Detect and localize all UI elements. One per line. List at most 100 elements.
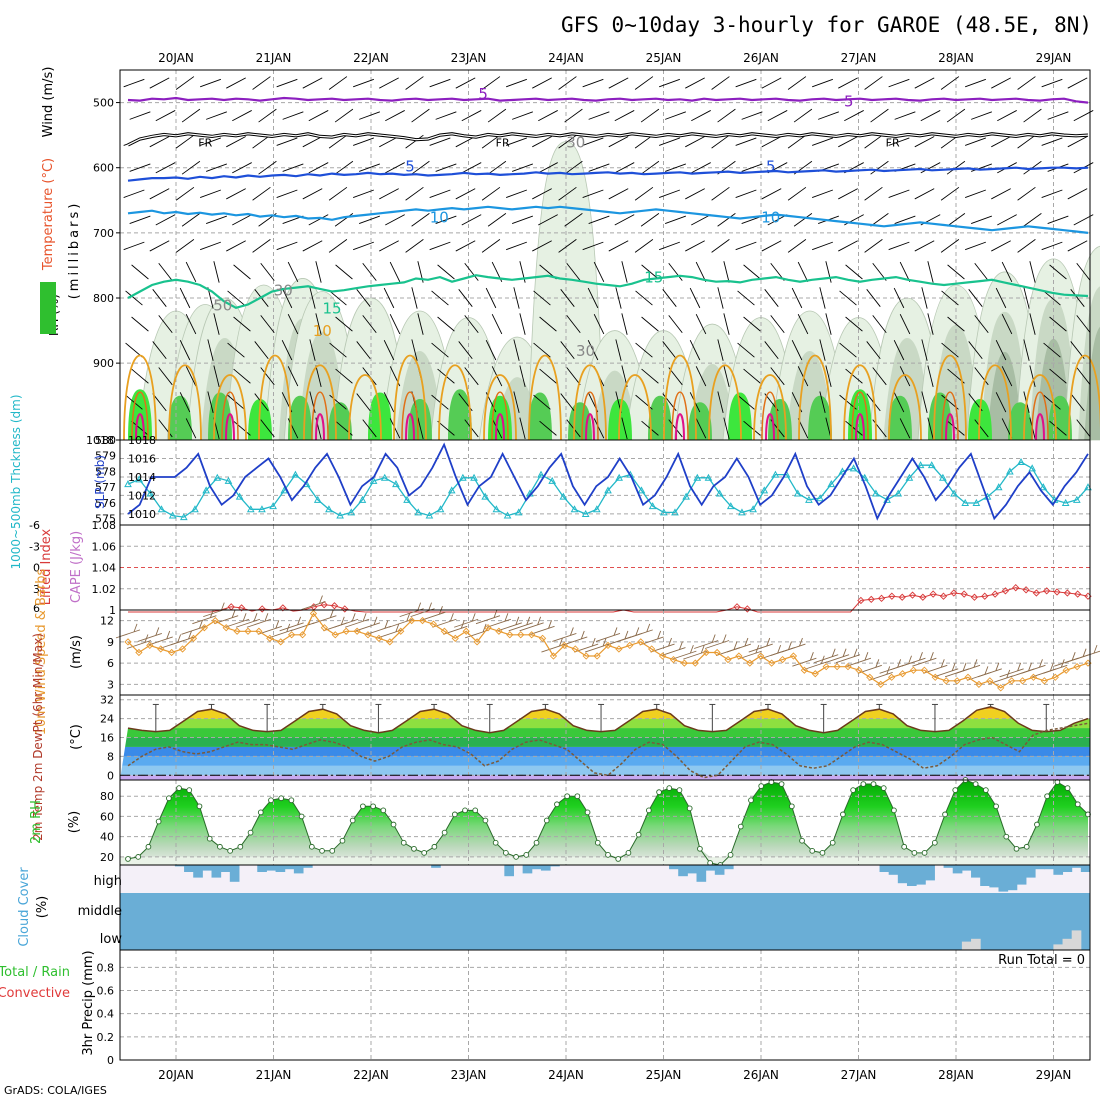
cape-point-60 [743,605,751,613]
thickness-point-81 [1028,464,1037,472]
wind10m-barb-flag-87 [1082,648,1087,657]
wind10m-point-59 [767,659,776,667]
barb-458 [179,392,191,413]
barb-98 [685,136,705,148]
cloud-high-bar-47 [550,865,560,867]
barb-329 [764,289,779,307]
barb-237 [353,241,374,251]
cape-point-13 [258,605,266,613]
li-tick--3: -3 [29,540,40,553]
barb-387 [309,339,316,361]
wind10m-barb-flag-77 [973,659,978,668]
wind10m-point-26 [407,616,416,625]
barb-181 [864,186,883,201]
barb-456 [125,394,143,410]
rh2m-point-8 [206,835,213,842]
barb-531 [1076,419,1091,438]
thickness-point-70 [905,473,914,481]
barb-176 [735,189,757,198]
barb-453 [1029,365,1036,387]
isotherm-20-loop-17 [888,374,922,441]
barb-155 [200,189,221,198]
barb-421 [213,365,220,387]
isotherm-20-loop-3 [258,354,292,441]
rh2m-point-85 [993,803,999,810]
barb-27 [812,78,833,88]
barb-423 [260,367,275,386]
thickness-point-69 [894,489,903,497]
wind10m-barb-flag-35 [515,616,520,625]
barb-510 [539,420,557,436]
rh2m-point-40 [533,839,540,846]
rh2m-point-64 [778,781,785,787]
cloud-high-bar-103 [1062,865,1073,872]
thickness-point-49 [671,508,679,516]
barb-131 [564,160,583,175]
barb-194 [232,214,252,226]
wind10m-point-14 [277,638,285,646]
cape-point-80 [950,589,958,597]
thickness-point-21 [358,495,367,503]
wind10m-point-86 [1062,666,1070,674]
contour-label-8: 10 [430,209,449,227]
barb-15 [506,78,527,88]
barb-60 [691,110,711,122]
barb-71 [971,111,992,120]
barb-454 [1049,368,1067,384]
barb-466 [383,392,395,413]
thickness-point-72 [927,461,936,469]
barb-52 [487,108,507,123]
isotherm-20-loop-14 [753,374,787,441]
barb-343 [158,315,173,333]
wind10m-barb-15 [279,622,304,632]
barb-17 [558,76,577,90]
wind10m-barb-flag-10 [242,613,247,622]
precip-conv-label: Convective [0,986,70,1001]
barb-338 [995,287,1007,309]
barb-61 [717,108,736,123]
wind10m-barb-flag-22 [373,616,378,625]
rh2m-point-2 [145,843,152,850]
thick-tick-578: 578 [95,465,116,478]
barb-302 [1049,264,1067,280]
barb-127 [461,162,482,174]
barb-257 [864,239,883,253]
dewpt2m-line [127,722,1089,779]
cloud-low-bar-104 [1071,930,1082,950]
wind10m-barb-flag-70 [897,659,902,668]
wind10m-point-2 [146,641,154,650]
rh2m-point-27 [400,839,407,846]
thickness-point-12 [258,505,266,513]
rh2m-point-52 [656,789,662,795]
barb-33 [965,78,986,88]
cloud-high-bar-18 [284,865,295,870]
wind10m-barb-flag-11 [253,613,258,622]
barb-293 [825,261,832,283]
barb-107 [914,136,935,148]
barb-173 [659,189,680,198]
wind10m-barb-21 [344,618,370,628]
cloud-high-bar-8 [193,865,203,878]
cloud-high-bar-44 [522,865,533,874]
cape-point-15 [279,604,287,612]
cloud-high-bar-42 [504,865,514,877]
wind10m-barb-18 [312,615,337,625]
wind10m-barb-65 [824,654,850,664]
cloud-high-bar-93 [971,865,981,878]
barb-266 [131,264,149,280]
barb-120 [282,163,304,172]
barb-254 [787,239,807,253]
barb-204 [487,212,507,227]
wind10m-point-20 [342,627,350,635]
wind10m-point-19 [331,631,339,639]
barb-311 [309,287,316,309]
barb-310 [281,287,293,309]
wind10m-barb-flag-2 [155,627,160,636]
isotherm-30-loop-14 [765,413,775,441]
wind10m-barb-36 [508,622,533,632]
slp-tick-1010: 1010 [128,508,156,521]
wind10m-tick-3: 3 [107,678,114,691]
wind10m-barb-35 [497,622,522,632]
barb-246 [582,241,604,251]
thickness-point-30 [459,473,467,481]
